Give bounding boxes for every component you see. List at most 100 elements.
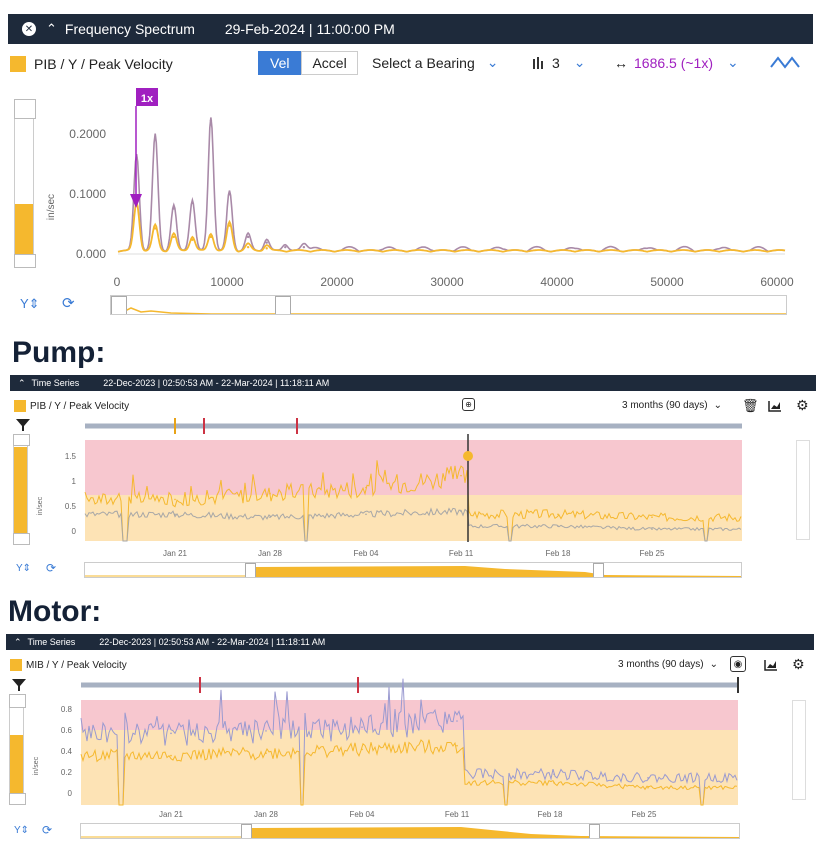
- harmonic-marker-badge[interactable]: [136, 88, 158, 106]
- pump-title-bar: ⌃ Time Series 22-Dec-2023 | 02:50:53 AM …: [10, 375, 816, 391]
- collapse-chevron-icon[interactable]: ⌃: [46, 21, 57, 36]
- level-top-handle[interactable]: [13, 434, 30, 446]
- trash-icon[interactable]: 🗑: [742, 398, 759, 413]
- level-fill: [14, 447, 27, 533]
- motor-range-navigator[interactable]: [80, 823, 740, 839]
- motor-legend[interactable]: MIB / Y / Peak Velocity: [10, 659, 127, 671]
- series-sample-point: [174, 498, 176, 501]
- navigator-left-handle[interactable]: [241, 824, 252, 838]
- level-top-handle[interactable]: [14, 99, 36, 119]
- spectrum-peak-point: [209, 119, 213, 122]
- camera-icon[interactable]: ◉: [730, 656, 746, 672]
- motor-time-series-chart[interactable]: in/sec 0.8 0.6 0.4 0.2 0 Jan 21 Jan 28 F…: [26, 676, 756, 826]
- y-tick: 0: [72, 527, 77, 536]
- series-sample-point: [553, 781, 555, 784]
- pump-legend[interactable]: PIB / Y / Peak Velocity: [14, 400, 129, 412]
- harmonic-marker-arrow-icon: [130, 194, 142, 208]
- spectrum-peak-point: [265, 247, 268, 250]
- collapse-chevron-icon[interactable]: ⌃: [18, 377, 26, 388]
- motor-title-bar: ⌃ Time Series 22-Dec-2023 | 02:50:53 AM …: [6, 634, 814, 650]
- pump-right-scroll[interactable]: [796, 440, 810, 540]
- navigator-sparkline: [85, 566, 741, 577]
- freq-level-bar[interactable]: [14, 99, 36, 268]
- series-sample-point: [651, 528, 653, 530]
- spectrum-peak-point: [153, 227, 157, 230]
- bearing-select[interactable]: Select a Bearing ⌄: [372, 54, 498, 71]
- legend-swatch: [10, 56, 26, 72]
- level-fill: [15, 204, 33, 254]
- y-axis-scale-icon[interactable]: Y⇕: [14, 825, 30, 836]
- motor-level-bar[interactable]: [9, 694, 26, 805]
- level-bottom-handle[interactable]: [13, 533, 30, 545]
- series-sample-point: [553, 773, 555, 775]
- navigator-sparkline: [120, 307, 786, 314]
- navigator-left-handle[interactable]: [111, 296, 127, 314]
- motor-period-select[interactable]: 3 months (90 days) ⌄: [618, 659, 718, 670]
- pump-period-select[interactable]: 3 months (90 days) ⌄: [622, 400, 722, 411]
- reset-icon[interactable]: ⟳: [46, 561, 57, 575]
- freq-legend[interactable]: PIB / Y / Peak Velocity: [10, 54, 173, 74]
- motor-plot-area: [80, 678, 738, 806]
- navigator-right-handle[interactable]: [589, 824, 600, 838]
- motor-filter-icon[interactable]: [12, 679, 26, 691]
- y-axis-scale-icon[interactable]: Y⇕: [16, 563, 32, 574]
- close-icon[interactable]: ✕: [22, 22, 36, 36]
- legend-swatch: [10, 659, 22, 671]
- spectrum-peak-point: [302, 245, 306, 249]
- harmonics-select[interactable]: 3 ⌄: [532, 54, 586, 71]
- series-sample-point: [361, 748, 363, 751]
- speed-value: 1686.5 (~1x): [634, 54, 713, 71]
- accel-button[interactable]: Accel: [301, 51, 358, 75]
- freq-range-navigator[interactable]: [110, 295, 787, 315]
- pump-time-series-chart[interactable]: in/sec 1.5 1 0.5 0 Jan 21 Jan 28 Feb 04 …: [30, 416, 760, 566]
- freq-title-bar: ✕ ⌃ Frequency Spectrum 29-Feb-2024 | 11:…: [8, 14, 813, 44]
- series-sample-point: [174, 513, 176, 516]
- waveform-icon[interactable]: [770, 54, 800, 72]
- reset-icon[interactable]: ⟳: [62, 295, 75, 312]
- motor-heading: Motor:: [8, 595, 102, 628]
- series-sample-point: [361, 726, 363, 728]
- navigator-left-handle[interactable]: [245, 563, 256, 577]
- navigator-right-handle[interactable]: [593, 563, 604, 577]
- pump-filter-icon[interactable]: [16, 419, 30, 431]
- x-tick: Feb 04: [354, 549, 379, 558]
- x-tick: Jan 28: [258, 549, 283, 558]
- vel-button[interactable]: Vel: [258, 51, 302, 75]
- chart-type-icon[interactable]: [764, 659, 778, 671]
- pump-level-bar[interactable]: [13, 434, 30, 545]
- chart-type-icon[interactable]: [768, 400, 782, 412]
- y-axis-label: in/sec: [46, 194, 57, 220]
- gear-icon[interactable]: ⚙: [796, 397, 809, 413]
- y-tick: 1: [72, 477, 77, 486]
- level-top-handle[interactable]: [9, 694, 26, 708]
- freq-spectrum-chart[interactable]: in/sec 0.2000 0.1000 0.000 0 10000 20000…: [40, 82, 810, 292]
- pump-title: Time Series: [31, 378, 80, 388]
- amber-warning-zone: [81, 730, 738, 805]
- velocity-accel-toggle: Vel Accel: [258, 50, 358, 76]
- legend-label: PIB / Y / Peak Velocity: [34, 56, 173, 72]
- series-sample-point: [557, 525, 559, 527]
- x-tick: 50000: [650, 275, 684, 289]
- reset-icon[interactable]: ⟳: [42, 823, 53, 837]
- spectrum-peak-point: [172, 207, 175, 210]
- y-axis-scale-icon[interactable]: Y⇕: [20, 296, 40, 311]
- spectrum-peak-point: [172, 235, 175, 239]
- chevron-down-icon: ⌄: [573, 54, 586, 70]
- level-bottom-handle[interactable]: [9, 793, 26, 805]
- horizontal-arrows-icon: ↔: [614, 54, 628, 71]
- cursor-target-icon[interactable]: ⊕: [462, 398, 475, 411]
- speed-select[interactable]: ↔ 1686.5 (~1x) ⌄: [614, 54, 739, 71]
- y-axis-label: in/sec: [33, 756, 40, 775]
- collapse-chevron-icon[interactable]: ⌃: [14, 636, 22, 647]
- motor-right-scroll[interactable]: [792, 700, 806, 800]
- spectrum-peak-point: [191, 201, 194, 205]
- freq-plot-area: [117, 117, 786, 253]
- amber-warning-zone: [85, 495, 742, 541]
- chevron-down-icon: ⌄: [727, 54, 739, 70]
- level-bottom-handle[interactable]: [14, 254, 36, 268]
- chevron-down-icon: ⌄: [709, 659, 718, 670]
- gear-icon[interactable]: ⚙: [792, 656, 805, 672]
- pump-range-navigator[interactable]: [84, 562, 742, 578]
- navigator-right-handle[interactable]: [275, 296, 291, 314]
- y-tick: 0.2000: [69, 127, 106, 141]
